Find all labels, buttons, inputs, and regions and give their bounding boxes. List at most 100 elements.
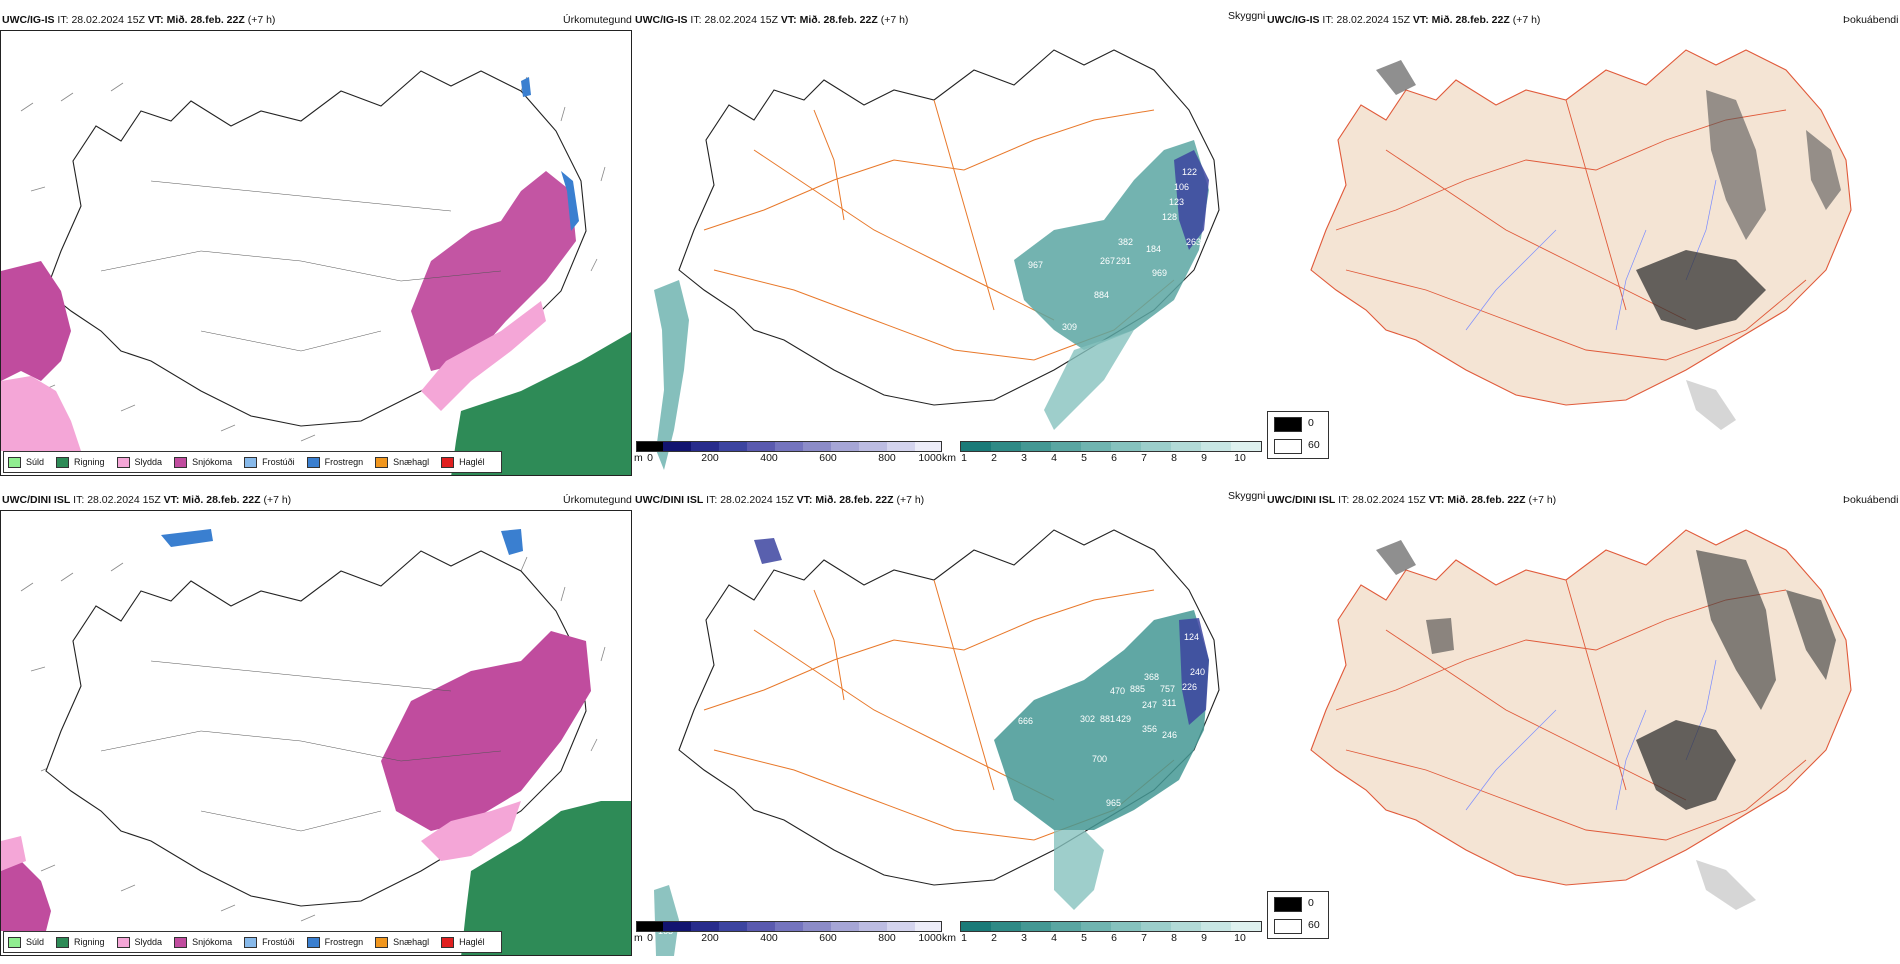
legend-item: Frostúði — [244, 456, 295, 468]
colorbar-swatch — [747, 442, 775, 451]
colorbar-swatch — [663, 922, 691, 931]
legend-label: Frostregn — [324, 937, 364, 947]
snowfall-area — [411, 171, 576, 371]
it-label: IT: — [73, 494, 85, 506]
sleet-area — [421, 801, 521, 861]
it-label: IT: — [690, 14, 702, 26]
vt-label: VT: — [796, 494, 813, 506]
legend-label: Slydda — [134, 937, 163, 947]
colorbar-swatch — [1021, 922, 1051, 931]
legend-label: Súld — [26, 457, 45, 467]
legend-label: Snjókoma — [192, 937, 233, 947]
colorbar-swatch — [803, 922, 831, 931]
legend-label: Haglél — [459, 937, 485, 947]
visibility-colorbar: km 1 2 3 4 5 6 7 8 9 10 — [942, 921, 1265, 949]
fog-map-panel — [1266, 30, 1900, 476]
colorbar-unit: m — [634, 932, 643, 944]
visibility-title: Skyggni — [1228, 490, 1266, 502]
legend-item: Frostregn — [306, 456, 363, 468]
fog-legend-label: 0 — [1308, 897, 1314, 909]
colorbar-tick: 7 — [1141, 932, 1147, 944]
road-network — [703, 579, 1175, 841]
ceiling-label: 311 — [1162, 698, 1176, 708]
colorbar-swatch — [859, 922, 887, 931]
vt-value: Mið. 28.feb. 22Z — [815, 494, 894, 506]
model-name: UWC/DINI ISL — [2, 494, 71, 506]
ceiling-label: 128 — [1162, 212, 1177, 222]
ceiling-label: 368 — [1144, 672, 1159, 682]
vt-value: Mið. 28.feb. 22Z — [1447, 494, 1526, 506]
colorbar-tick: 10 — [1234, 452, 1246, 464]
colorbar-swatch — [887, 442, 915, 451]
colorbar-tick: 800 — [878, 452, 896, 464]
colorbar-tick: 800 — [878, 932, 896, 944]
fog-legend-label: 60 — [1308, 439, 1320, 451]
vt-label: VT: — [147, 14, 164, 26]
vt-value: Mið. 28.feb. 22Z — [799, 14, 878, 26]
fog-sea-south — [1686, 380, 1736, 430]
ceiling-colorbar-swatches — [636, 441, 942, 452]
fog-legend-label: 0 — [1308, 417, 1314, 429]
legend-item: Slydda — [116, 936, 163, 948]
it-value: 28.02.2024 15Z — [87, 494, 161, 506]
colorbar-tick: 6 — [1111, 452, 1117, 464]
it-value: 28.02.2024 15Z — [1336, 14, 1410, 26]
it-value: 28.02.2024 15Z — [71, 14, 145, 26]
legend-label: Rigning — [74, 937, 105, 947]
vt-label: VT: — [1412, 14, 1429, 26]
lead-time: (+7 h) — [880, 14, 909, 26]
colorbar-tick: 9 — [1201, 452, 1207, 464]
colorbar-tick: 2 — [991, 452, 997, 464]
visibility-colorbar: km 1 2 3 4 5 6 7 8 9 10 — [942, 441, 1265, 469]
freezing-rain-area — [521, 77, 579, 231]
legend-item: Frostúði — [244, 936, 295, 948]
colorbar-swatch — [831, 442, 859, 451]
colorbar-swatch — [1141, 922, 1171, 931]
forecast-row-ig-is: UWC/IG-IS IT: 28.02.2024 15Z VT: Mið. 28… — [0, 10, 1900, 484]
legend-item: Snæhagl — [375, 936, 429, 948]
legend-swatch — [441, 456, 455, 468]
panel-header: UWC/IG-IS IT: 28.02.2024 15Z VT: Mið. 28… — [1267, 14, 1540, 30]
low-visibility-plume — [1044, 330, 1134, 430]
legend-item: Rigning — [56, 456, 105, 468]
colorbar-swatch — [961, 922, 991, 931]
colorbar-tick: 1000 — [918, 932, 942, 944]
legend-item: Snjókoma — [174, 936, 233, 948]
lead-time: (+7 h) — [896, 494, 925, 506]
legend-label: Snæhagl — [393, 457, 430, 467]
colorbar-tick: 2 — [991, 932, 997, 944]
lead-time: (+7 h) — [1528, 494, 1557, 506]
ceiling-label: 700 — [1092, 754, 1107, 764]
ceiling-label: 240 — [1190, 667, 1205, 677]
legend-swatch — [8, 936, 21, 948]
legend-label: Slydda — [134, 457, 163, 467]
model-name: UWC/IG-IS — [635, 14, 688, 26]
colorbar-tick: 200 — [701, 932, 719, 944]
colorbar-swatch — [691, 922, 719, 931]
ceiling-colorbar: m 0 200 400 600 800 1000 — [634, 441, 942, 469]
low-visibility-plume — [1054, 830, 1104, 910]
colorbar-tick: 200 — [701, 452, 719, 464]
colorbar-swatch — [1081, 922, 1111, 931]
colorbar-swatch — [1081, 442, 1111, 451]
ceiling-label: 247 — [1142, 700, 1157, 710]
colorbar-swatch — [1111, 442, 1141, 451]
panel-header: UWC/IG-IS IT: 28.02.2024 15Z VT: Mið. 28… — [2, 14, 275, 30]
colorbar-swatch — [1051, 442, 1081, 451]
legend-label: Haglél — [459, 457, 485, 467]
vt-value: Mið. 28.feb. 22Z — [182, 494, 261, 506]
colorbar-tick: 3 — [1021, 932, 1027, 944]
legend-swatch — [8, 456, 21, 468]
ceiling-label: 470 — [1110, 686, 1125, 696]
precip-type-legend: Súld Rigning Slydda Snjókoma Frostúði Fr… — [3, 931, 502, 953]
colorbar-swatch — [803, 442, 831, 451]
ceiling-label: 184 — [1146, 244, 1161, 254]
colorbar-swatch — [991, 442, 1021, 451]
visibility-map-panel: 122 106 123 128 382 263 184 267 291 969 … — [634, 30, 1264, 476]
ceiling-label: 969 — [1152, 268, 1167, 278]
colorbar-swatch — [991, 922, 1021, 931]
colorbar-tick: 600 — [819, 452, 837, 464]
lead-time: (+7 h) — [263, 494, 292, 506]
colorbar-swatch — [859, 442, 887, 451]
colorbar-swatch — [915, 442, 941, 451]
